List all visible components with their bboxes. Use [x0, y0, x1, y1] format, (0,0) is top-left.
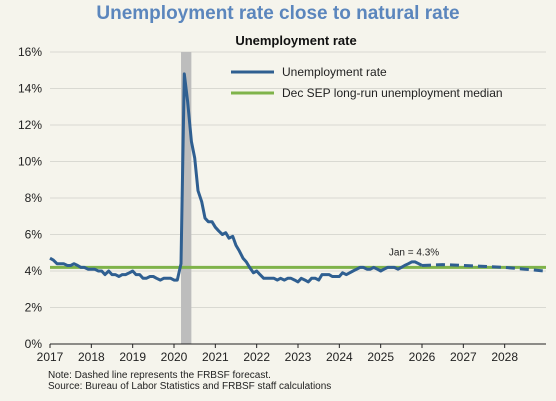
legend-label-median: Dec SEP long-run unemployment median	[282, 86, 503, 100]
recession-shading	[181, 52, 192, 344]
x-tick-label: 2023	[285, 350, 312, 364]
y-tick-label: 8%	[25, 191, 43, 205]
x-tick-label: 2025	[367, 350, 394, 364]
x-tick-label: 2019	[119, 350, 146, 364]
y-tick-label: 2%	[25, 301, 43, 315]
x-tick-label: 2026	[409, 350, 436, 364]
chart-subtitle: Unemployment rate	[235, 33, 356, 48]
series-line-unemployment	[49, 72, 423, 284]
x-tick-label: 2028	[491, 350, 518, 364]
chart-title: Unemployment rate close to natural rate	[96, 3, 460, 24]
y-tick-label: 12%	[18, 118, 42, 132]
latest-value-annotation: Jan = 4.3%	[389, 248, 439, 259]
x-tick-label: 2018	[78, 350, 105, 364]
y-tick-label: 6%	[25, 228, 43, 242]
x-tick-label: 2017	[37, 350, 64, 364]
x-tick-label: 2022	[243, 350, 270, 364]
x-tick-label: 2024	[326, 350, 353, 364]
footnote-source: Source: Bureau of Labor Statistics and F…	[48, 381, 332, 392]
x-tick-label: 2020	[161, 350, 188, 364]
x-axis: 2017 2018 2019 2020 2021 2022 2023 2024 2025 2026…	[37, 344, 518, 364]
y-axis: 0% 2% 4% 6% 8% 10% 12% 14% 16%	[18, 45, 42, 351]
legend: Unemployment rate Dec SEP long-run unemp…	[231, 65, 503, 100]
footnote-note: Note: Dashed line represents the FRBSF f…	[48, 370, 271, 381]
y-tick-label: 14%	[18, 82, 42, 96]
y-tick-label: 4%	[25, 264, 43, 278]
grid-lines	[50, 51, 546, 308]
x-tick-label: 2027	[450, 350, 477, 364]
series-group	[49, 72, 546, 284]
x-tick-label: 2021	[202, 350, 229, 364]
series-line-unemployment-forecast	[421, 263, 545, 273]
legend-label-unemployment: Unemployment rate	[282, 65, 387, 79]
y-tick-label: 16%	[18, 45, 42, 59]
y-tick-label: 10%	[18, 155, 42, 169]
footnotes: Note: Dashed line represents the FRBSF f…	[48, 370, 331, 392]
y-tick-label: 0%	[25, 337, 43, 351]
